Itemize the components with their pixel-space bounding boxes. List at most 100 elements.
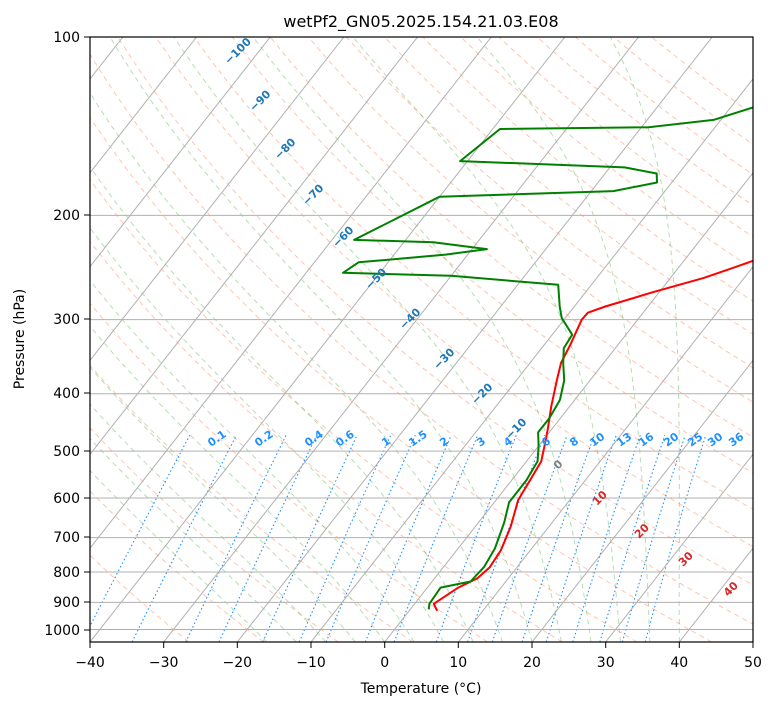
y-tick-label: 200 — [53, 208, 80, 224]
isotherm-line — [90, 37, 418, 456]
x-tick-label: −30 — [149, 655, 179, 671]
dry-adiabat-line — [90, 240, 563, 642]
x-tick-label: −20 — [223, 655, 253, 671]
y-tick-label: 800 — [53, 565, 80, 581]
plot-area: 0.1 0.2 0.4 0.6 1 1.5 2 3 4 6 8 10 13 16… — [90, 37, 753, 642]
temperature-profile-line — [432, 259, 753, 612]
x-tick: 30 — [597, 642, 615, 671]
dry-adiabat-line — [117, 37, 753, 586]
dry-adiabat-line — [308, 37, 753, 403]
moist-adiabat-line — [109, 37, 533, 642]
x-tick: 20 — [523, 642, 541, 671]
isotherm-line — [384, 171, 753, 642]
y-tick: 800 — [53, 565, 90, 581]
x-tick-label: 20 — [523, 655, 541, 671]
x-tick-label: −40 — [75, 655, 105, 671]
y-tick-label: 600 — [53, 491, 80, 507]
isotherm-line — [90, 37, 492, 549]
y-tick: 500 — [53, 444, 90, 460]
dry-adiabat-line — [346, 37, 753, 369]
moist-adiabat-line — [90, 366, 356, 642]
y-tick: 900 — [53, 595, 90, 611]
chart-title: wetPf2_GN05.2025.154.21.03.E08 — [283, 12, 558, 32]
mixing-ratio-line — [325, 434, 416, 642]
x-tick-label: 40 — [670, 655, 688, 671]
isotherm-line — [90, 37, 197, 174]
x-tick-label: 0 — [380, 655, 389, 671]
isotherm-line — [531, 359, 753, 642]
mixing-ratio-line — [298, 434, 392, 642]
dry-adiabat-line — [90, 302, 488, 642]
y-tick: 1000 — [44, 623, 90, 639]
moist-adiabat-line — [90, 227, 445, 642]
mixing-ratio-line — [435, 434, 517, 642]
dry-adiabat-line — [90, 490, 264, 642]
isotherm-line — [605, 453, 753, 642]
y-tick: 200 — [53, 208, 90, 224]
moist-adiabat-line — [90, 91, 503, 642]
x-tick: −30 — [149, 642, 179, 671]
moist-adiabat-line — [352, 37, 621, 642]
dry-adiabat-line — [231, 37, 753, 474]
profile-series — [342, 106, 753, 612]
y-tick-label: 400 — [53, 386, 80, 402]
mixing-ratio-line — [393, 434, 479, 642]
x-tick: −40 — [75, 642, 105, 671]
mixing-ratio-line — [131, 434, 237, 642]
moist-adiabat-line — [90, 165, 474, 642]
y-tick-label: 1000 — [44, 623, 80, 639]
isotherm-line — [163, 37, 639, 642]
mixing-ratio-line — [644, 435, 707, 642]
x-tick: 0 — [380, 642, 389, 671]
mixing-ratio-lines — [90, 434, 707, 642]
isotherm-line — [310, 78, 753, 642]
moist-adiabat-line — [609, 37, 680, 642]
y-axis-label: Pressure (hPa) — [12, 289, 28, 389]
x-tick: −10 — [296, 642, 326, 671]
y-tick-label: 500 — [53, 444, 80, 460]
pressure-gridlines — [90, 37, 753, 630]
y-tick-label: 100 — [53, 30, 80, 46]
y-tick-label: 700 — [53, 530, 80, 546]
y-tick: 700 — [53, 530, 90, 546]
y-tick: 600 — [53, 491, 90, 507]
mixing-ratio-line — [185, 434, 287, 642]
isotherm-line — [90, 37, 345, 362]
x-tick: 50 — [744, 642, 762, 671]
x-axis: −40 −30 −20 −10 0 10 20 30 40 50 — [75, 642, 762, 671]
y-tick: 400 — [53, 386, 90, 402]
dry-adiabat-line — [90, 554, 190, 642]
dry-adiabat-line — [193, 37, 753, 510]
moist-adiabat-line — [252, 37, 592, 642]
moist-adiabat-line — [90, 325, 386, 642]
dry-adiabat-line — [90, 178, 638, 642]
x-axis-label: Temperature (°C) — [360, 681, 482, 697]
dry-adiabat-line — [422, 37, 753, 302]
mixing-ratio-line — [491, 435, 568, 642]
x-tick-label: −10 — [296, 655, 326, 671]
plot-frame — [89, 36, 754, 643]
y-tick-label: 900 — [53, 595, 80, 611]
y-axis: 100 200 300 400 500 600 700 800 900 1000 — [44, 30, 90, 639]
y-tick: 300 — [53, 312, 90, 328]
moist-adiabat-line — [90, 403, 327, 642]
x-tick-label: 50 — [744, 655, 762, 671]
dry-adiabat-line — [90, 427, 339, 642]
dry-adiabat-line — [90, 116, 712, 642]
isotherms — [90, 37, 753, 642]
isotherm-line — [457, 265, 753, 642]
x-tick-label: 30 — [597, 655, 615, 671]
isotherm-line — [90, 37, 566, 642]
x-tick: −20 — [223, 642, 253, 671]
dry-adiabat-line — [90, 53, 753, 625]
mixing-ratio-line — [466, 434, 546, 642]
isotherm-line — [236, 37, 713, 642]
x-tick: 10 — [449, 642, 467, 671]
x-tick-label: 10 — [449, 655, 467, 671]
x-tick: 40 — [670, 642, 688, 671]
moist-adiabat-line — [476, 37, 651, 642]
y-tick: 100 — [53, 30, 90, 46]
dewpoint-profile-line — [342, 106, 753, 610]
